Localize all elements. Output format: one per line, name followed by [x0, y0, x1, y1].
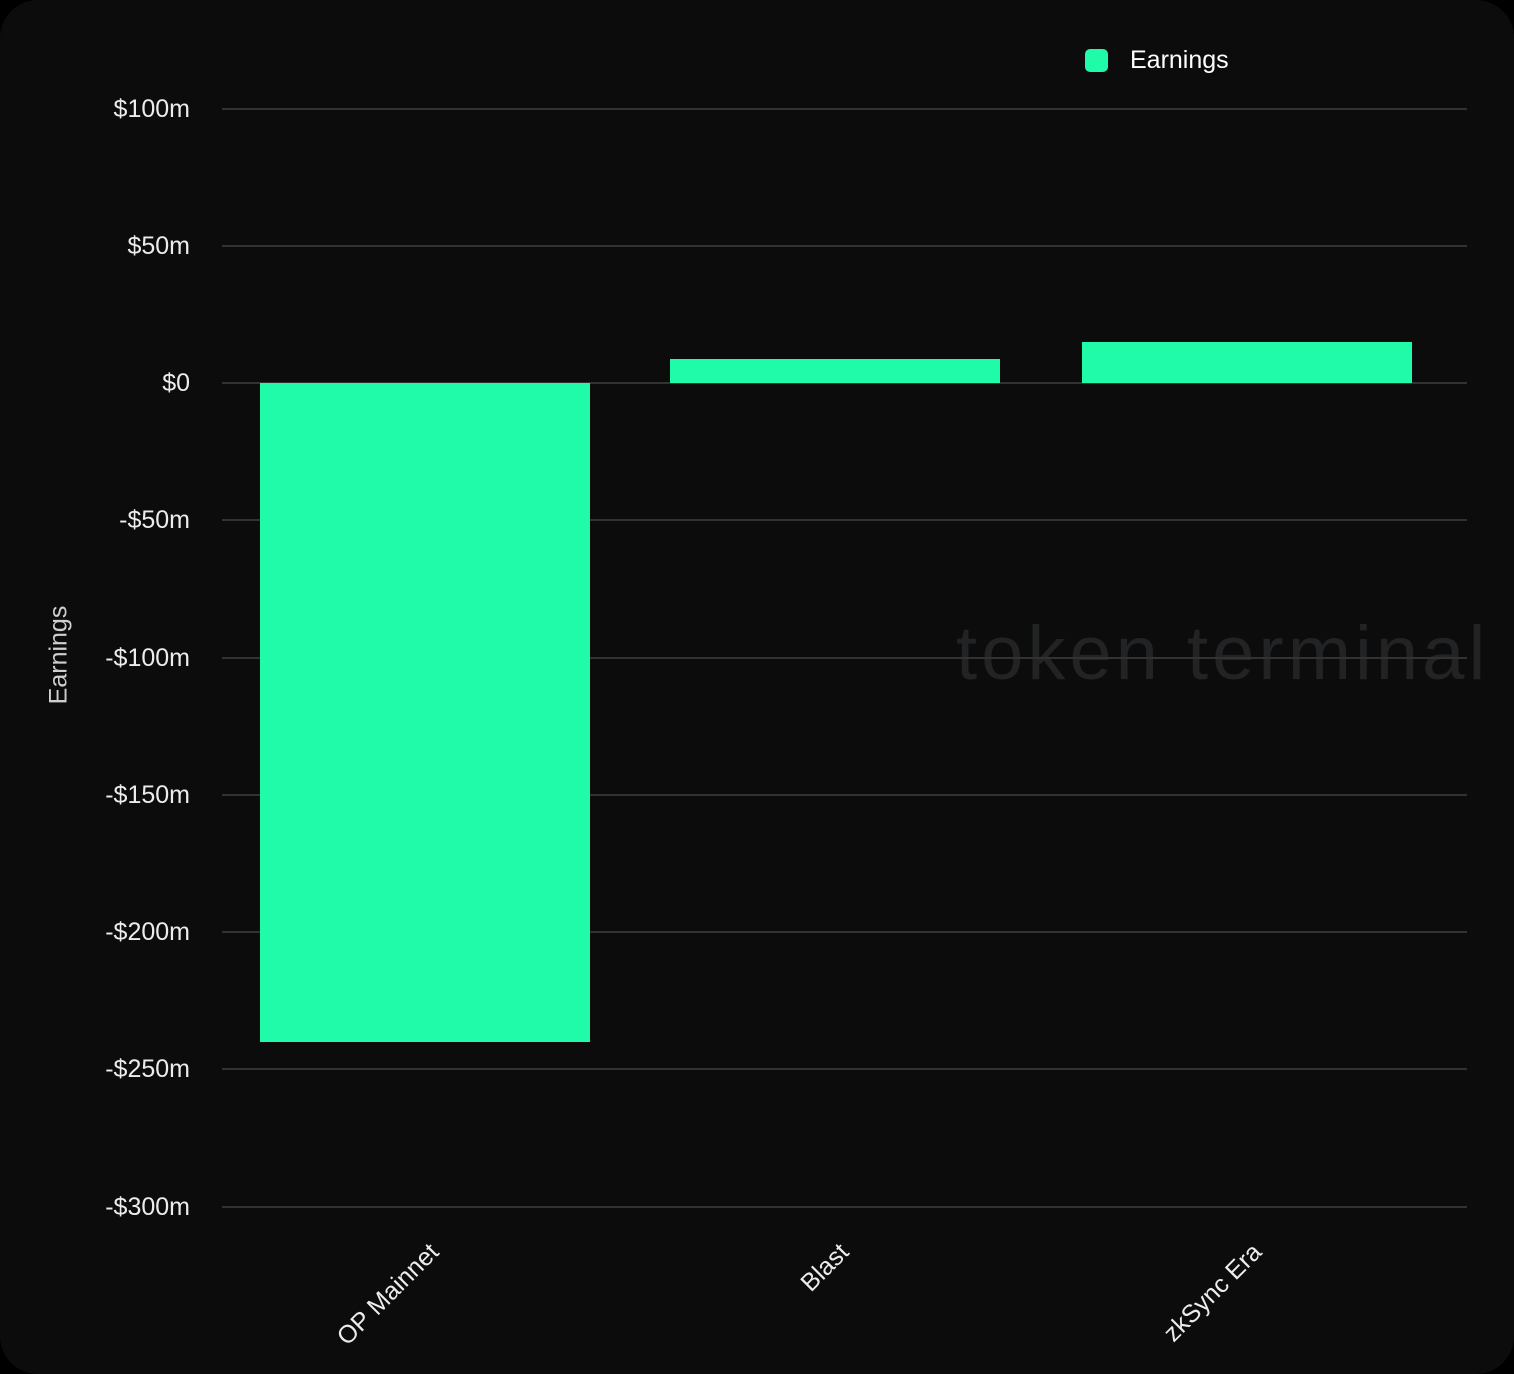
y-tick-label--250m: -$250m [105, 1055, 190, 1084]
gridline--50m [222, 519, 1467, 522]
y-tick-label--100m: -$100m [105, 643, 190, 672]
y-tick-label--300m: -$300m [105, 1192, 190, 1221]
gridline--0 [222, 382, 1467, 384]
gridline--250m [222, 1068, 1467, 1071]
y-tick-label--200m: -$200m [105, 918, 190, 946]
x-axis-label-zksync-era: zkSync Era [1157, 1238, 1267, 1348]
token-terminal-watermark: token terminal [956, 611, 1490, 696]
x-axis-label-blast: Blast [795, 1238, 855, 1298]
y-axis-title: Earnings [44, 605, 73, 705]
bar-zksync-era[interactable] [1082, 341, 1412, 383]
legend-swatch-icon [1085, 49, 1108, 72]
gridline--200m [222, 931, 1467, 933]
gridline--100m [222, 656, 1467, 659]
y-tick-label--150m: -$150m [105, 780, 190, 809]
bar-op-mainnet[interactable] [260, 383, 590, 1042]
legend-item-earnings[interactable]: Earnings [1085, 46, 1229, 75]
x-axis-label-op-mainnet: OP Mainnet [331, 1238, 445, 1351]
bar-blast[interactable] [670, 359, 1000, 383]
gridline--100m [222, 107, 1467, 110]
gridline--50m [222, 244, 1467, 247]
y-tick-label--100m: $100m [113, 94, 190, 123]
gridline--300m [222, 1205, 1467, 1208]
y-tick-label--0: $0 [162, 369, 190, 397]
legend-label: Earnings [1130, 46, 1229, 74]
y-tick-label--50m: -$50m [119, 506, 190, 535]
y-tick-label--50m: $50m [127, 231, 190, 260]
gridline--150m [222, 793, 1467, 796]
